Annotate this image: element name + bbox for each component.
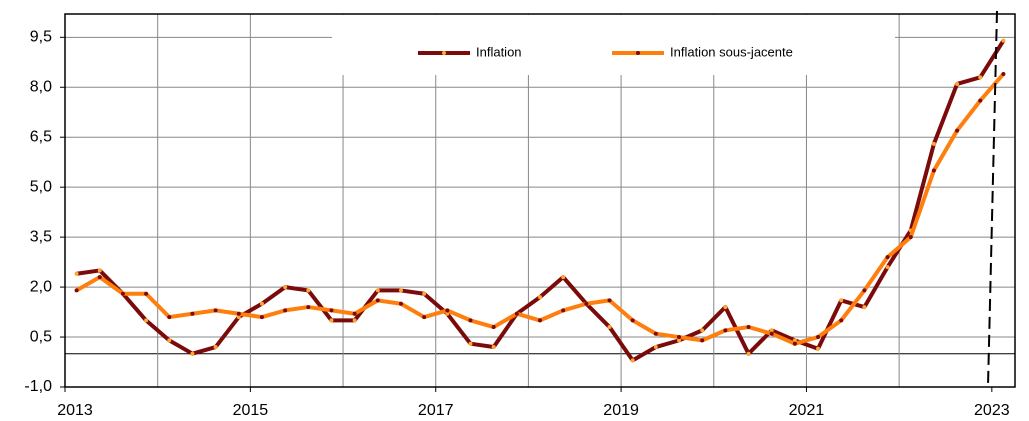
point-marker xyxy=(445,308,450,313)
point-marker xyxy=(723,305,728,310)
point-marker xyxy=(514,311,519,316)
point-marker xyxy=(630,318,635,323)
legend-box xyxy=(332,15,895,75)
y-tick-label: 8,0 xyxy=(30,78,52,95)
point-marker xyxy=(352,318,357,323)
point-marker xyxy=(468,318,473,323)
lines xyxy=(74,38,1006,363)
point-marker xyxy=(839,298,844,303)
point-marker xyxy=(839,318,844,323)
point-marker xyxy=(491,345,496,350)
point-marker xyxy=(1001,38,1006,43)
point-marker xyxy=(352,311,357,316)
y-tick-label: 2,0 xyxy=(30,278,52,295)
point-marker xyxy=(144,291,149,296)
point-marker xyxy=(538,318,542,323)
point-marker xyxy=(190,311,195,316)
point-marker xyxy=(398,301,403,306)
point-marker xyxy=(236,311,241,316)
point-marker xyxy=(955,81,960,86)
point-marker xyxy=(190,351,195,356)
point-marker xyxy=(700,338,705,343)
point-marker xyxy=(167,338,172,343)
grid xyxy=(60,14,1015,392)
point-marker xyxy=(955,128,960,133)
y-tick-label: 3,5 xyxy=(30,228,52,245)
point-marker xyxy=(283,308,288,313)
point-marker xyxy=(816,335,821,340)
y-tick-label: 9,5 xyxy=(30,29,52,46)
point-marker xyxy=(538,295,542,300)
point-marker xyxy=(908,235,913,240)
point-marker xyxy=(885,265,890,270)
point-marker xyxy=(723,328,728,333)
point-marker xyxy=(677,338,682,343)
point-marker xyxy=(862,288,867,293)
legend-marker xyxy=(442,51,446,55)
point-marker xyxy=(561,308,566,313)
point-marker xyxy=(1001,71,1006,76)
dashed-marker-line xyxy=(987,10,998,387)
point-marker xyxy=(769,331,774,336)
point-marker xyxy=(329,308,334,313)
point-marker xyxy=(653,331,658,336)
point-marker xyxy=(422,315,427,320)
point-marker xyxy=(306,305,311,310)
point-marker xyxy=(978,98,983,103)
point-marker xyxy=(931,141,936,146)
point-marker xyxy=(885,255,890,260)
point-marker xyxy=(74,271,79,276)
point-marker xyxy=(792,341,797,346)
y-tick-label: 0,5 xyxy=(30,328,52,345)
plot-frame xyxy=(64,13,1016,388)
point-marker xyxy=(236,315,241,320)
point-marker xyxy=(630,358,635,363)
legend-label: Inflation xyxy=(476,44,522,59)
point-marker xyxy=(283,285,288,290)
point-marker xyxy=(167,315,172,320)
point-marker xyxy=(259,315,264,320)
x-tick-label: 2015 xyxy=(233,402,269,419)
point-marker xyxy=(816,346,821,351)
point-marker xyxy=(931,168,936,173)
point-marker xyxy=(144,318,149,323)
point-marker xyxy=(329,318,334,323)
point-marker xyxy=(97,275,102,280)
point-marker xyxy=(468,341,473,346)
point-marker xyxy=(653,345,658,350)
point-marker xyxy=(862,305,867,310)
point-marker xyxy=(74,288,79,293)
point-marker xyxy=(213,308,218,313)
point-marker xyxy=(584,301,589,306)
point-marker xyxy=(120,291,125,296)
legend-marker xyxy=(636,51,640,55)
x-tick-label: 2013 xyxy=(57,402,93,419)
x-tick-label: 2019 xyxy=(603,402,639,419)
y-tick-label: 5,0 xyxy=(30,178,52,195)
point-marker xyxy=(561,275,566,280)
point-marker xyxy=(607,325,612,330)
point-marker xyxy=(375,298,380,303)
x-tick-label: 2017 xyxy=(418,402,454,419)
x-tick-label: 2021 xyxy=(789,402,825,419)
point-marker xyxy=(398,288,403,293)
y-tick-label: -1,0 xyxy=(24,378,52,395)
x-tick-label: 2023 xyxy=(974,402,1010,419)
point-marker xyxy=(375,288,380,293)
point-marker xyxy=(677,335,682,340)
point-marker xyxy=(259,301,264,306)
point-marker xyxy=(978,75,983,80)
point-marker xyxy=(97,268,102,273)
legend-label: Inflation sous-jacente xyxy=(670,44,793,59)
point-marker xyxy=(306,288,311,293)
point-marker xyxy=(422,291,427,296)
point-marker xyxy=(700,328,705,333)
y-tick-label: 6,5 xyxy=(30,128,52,145)
point-marker xyxy=(746,351,751,356)
point-marker xyxy=(607,298,612,303)
point-marker xyxy=(746,325,751,330)
point-marker xyxy=(491,325,496,330)
point-marker xyxy=(213,345,218,350)
